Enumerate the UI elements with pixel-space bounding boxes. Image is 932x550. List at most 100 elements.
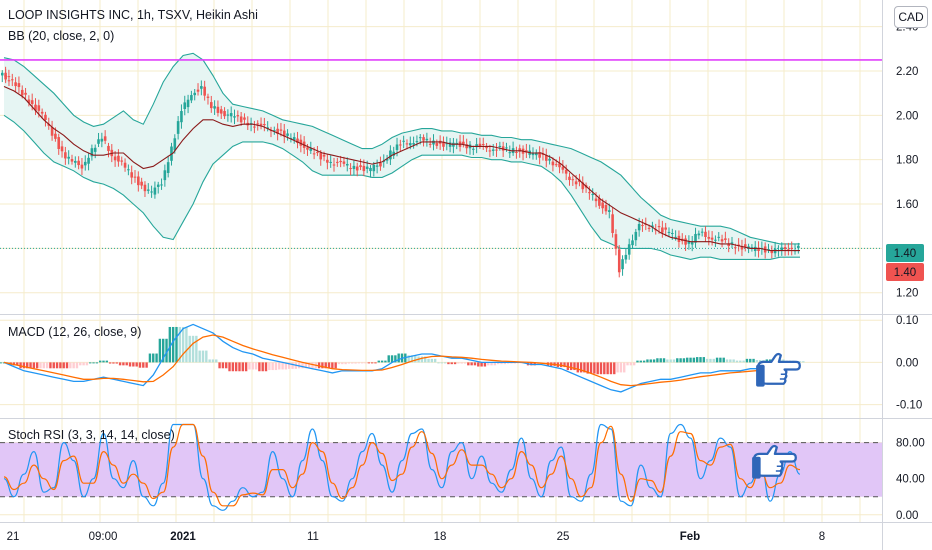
macd-histogram-bar[interactable]: [440, 362, 443, 364]
macd-histogram-bar[interactable]: [606, 362, 609, 375]
price-pane[interactable]: [0, 52, 882, 278]
macd-histogram-bar[interactable]: [410, 355, 414, 363]
macd-histogram-bar[interactable]: [722, 357, 725, 363]
candle-body[interactable]: [697, 233, 701, 236]
candle-body[interactable]: [392, 151, 396, 156]
macd-histogram-bar[interactable]: [337, 362, 341, 365]
candle-body[interactable]: [219, 109, 223, 114]
macd-histogram-bar[interactable]: [480, 362, 483, 367]
candle-body[interactable]: [684, 238, 687, 245]
macd-histogram-bar[interactable]: [16, 362, 19, 366]
macd-histogram-bar[interactable]: [39, 362, 42, 369]
macd-histogram-bar[interactable]: [689, 357, 692, 363]
stoch-k-line[interactable]: [3, 423, 801, 511]
candle-body[interactable]: [627, 244, 631, 255]
macd-histogram-bar[interactable]: [377, 360, 380, 363]
candle-body[interactable]: [667, 231, 671, 233]
macd-histogram-bar[interactable]: [394, 355, 397, 363]
macd-histogram-bar[interactable]: [72, 362, 75, 369]
macd-histogram-bar[interactable]: [699, 357, 702, 363]
macd-histogram-bar[interactable]: [79, 362, 82, 366]
macd-histogram-bar[interactable]: [745, 358, 749, 363]
macd-histogram-bar[interactable]: [304, 362, 308, 369]
macd-histogram-bar[interactable]: [188, 335, 191, 363]
candle-body[interactable]: [256, 123, 260, 125]
macd-histogram-bar[interactable]: [112, 362, 115, 364]
macd-histogram-bar[interactable]: [324, 362, 327, 369]
candle-body[interactable]: [196, 89, 200, 92]
candle-body[interactable]: [478, 143, 482, 147]
candle-body[interactable]: [561, 166, 565, 170]
candle-body[interactable]: [611, 214, 614, 233]
candle-body[interactable]: [674, 236, 677, 238]
candle-body[interactable]: [160, 184, 163, 186]
candle-body[interactable]: [588, 192, 591, 194]
candle-body[interactable]: [661, 227, 664, 233]
candle-body[interactable]: [113, 156, 117, 161]
macd-histogram-bar[interactable]: [477, 362, 480, 367]
candle-body[interactable]: [322, 154, 326, 157]
candle-body[interactable]: [535, 152, 538, 156]
stoch-d-line[interactable]: [3, 423, 801, 507]
candle-body[interactable]: [339, 160, 342, 163]
candle-body[interactable]: [266, 127, 269, 129]
candle-body[interactable]: [671, 232, 674, 234]
candle-body[interactable]: [780, 247, 784, 251]
macd-histogram-bar[interactable]: [334, 362, 337, 369]
candle-body[interactable]: [309, 148, 313, 151]
candle-body[interactable]: [209, 102, 213, 109]
candle-body[interactable]: [279, 129, 283, 131]
candle-body[interactable]: [462, 141, 465, 145]
candle-body[interactable]: [770, 250, 774, 254]
candle-body[interactable]: [186, 99, 190, 108]
macd-histogram-bar[interactable]: [274, 362, 278, 371]
candle-body[interactable]: [485, 146, 488, 149]
candle-body[interactable]: [349, 168, 352, 170]
macd-histogram-bar[interactable]: [483, 362, 487, 367]
macd-histogram-bar[interactable]: [656, 358, 659, 363]
candle-body[interactable]: [206, 96, 210, 98]
macd-histogram-bar[interactable]: [59, 362, 62, 369]
macd-histogram-bar[interactable]: [52, 362, 55, 369]
macd-histogram-bar[interactable]: [802, 361, 805, 363]
macd-histogram-bar[interactable]: [261, 362, 264, 372]
candle-body[interactable]: [601, 202, 604, 209]
candle-body[interactable]: [481, 143, 485, 145]
candle-body[interactable]: [491, 149, 495, 151]
candle-body[interactable]: [332, 164, 336, 166]
candle-body[interactable]: [415, 141, 419, 143]
candle-body[interactable]: [435, 143, 439, 146]
macd-histogram-bar[interactable]: [248, 362, 251, 370]
candle-body[interactable]: [408, 143, 412, 146]
candle-body[interactable]: [60, 146, 64, 152]
candle-body[interactable]: [54, 133, 57, 139]
candle-body[interactable]: [564, 169, 568, 174]
macd-histogram-bar[interactable]: [118, 362, 122, 366]
macd-histogram-bar[interactable]: [619, 362, 623, 373]
macd-histogram-bar[interactable]: [384, 360, 387, 363]
candle-body[interactable]: [647, 227, 651, 229]
macd-histogram-bar[interactable]: [609, 362, 613, 375]
macd-histogram-bar[interactable]: [82, 362, 85, 366]
macd-histogram-bar[interactable]: [616, 362, 619, 373]
candle-body[interactable]: [488, 150, 492, 152]
candle-body[interactable]: [37, 105, 41, 111]
candle-body[interactable]: [402, 140, 405, 142]
candle-body[interactable]: [405, 143, 409, 145]
candle-body[interactable]: [193, 92, 197, 96]
macd-histogram-bar[interactable]: [238, 362, 241, 372]
macd-histogram-bar[interactable]: [473, 362, 477, 366]
candle-body[interactable]: [243, 117, 246, 120]
candle-body[interactable]: [508, 152, 512, 154]
macd-histogram-bar[interactable]: [463, 362, 467, 364]
candle-body[interactable]: [690, 242, 694, 245]
candle-body[interactable]: [34, 104, 37, 111]
macd-histogram-bar[interactable]: [185, 326, 188, 363]
macd-histogram-bar[interactable]: [175, 326, 178, 363]
candle-body[interactable]: [574, 181, 578, 185]
candle-body[interactable]: [263, 124, 266, 126]
macd-histogram-bar[interactable]: [281, 362, 284, 370]
candle-body[interactable]: [621, 259, 624, 270]
candle-body[interactable]: [57, 137, 61, 149]
macd-histogram-bar[interactable]: [493, 362, 497, 366]
